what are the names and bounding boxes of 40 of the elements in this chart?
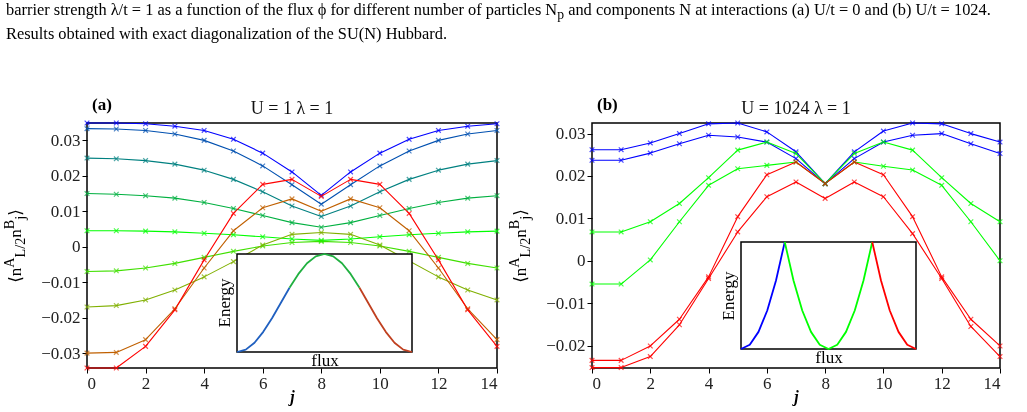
x-tick-label: 4 bbox=[704, 373, 714, 393]
y-tick-label: 0.03 bbox=[50, 130, 81, 150]
y-tick-label: −0.02 bbox=[41, 308, 81, 328]
y-tick-label: 0 bbox=[72, 237, 81, 257]
x-tick-label: 14 bbox=[983, 373, 1001, 393]
y-tick-label: 0.02 bbox=[50, 166, 81, 186]
x-tick-label: 8 bbox=[821, 373, 830, 393]
x-tick-label: 12 bbox=[933, 373, 951, 393]
x-tick-label: 12 bbox=[430, 373, 448, 393]
x-axis-title: flux bbox=[815, 347, 844, 367]
x-tick-label: 10 bbox=[875, 373, 893, 393]
x-tick-label: 0 bbox=[592, 373, 601, 393]
y-tick-label: 0 bbox=[577, 251, 586, 271]
x-tick-label: 8 bbox=[317, 373, 327, 393]
y-axis-title: Energy bbox=[719, 271, 739, 320]
chart-title: U = 1 λ = 1 bbox=[250, 98, 334, 119]
x-axis-title: j bbox=[791, 387, 800, 406]
y-tick-label: 0.03 bbox=[555, 124, 586, 144]
y-tick-label: 0.01 bbox=[555, 208, 586, 228]
x-axis-title: j bbox=[287, 387, 296, 406]
y-tick-label: −0.03 bbox=[41, 343, 81, 363]
x-tick-label: 2 bbox=[646, 373, 656, 393]
chart-title: U = 1024 λ = 1 bbox=[741, 98, 851, 119]
x-tick-label: 10 bbox=[371, 373, 389, 393]
x-tick-label: 0 bbox=[87, 373, 96, 393]
text: barrier strength λ/t = 1 as a function of the flux ϕ for different number of particles N$_{p}$ and components N at interactions (a) U/t = 0 and (b) U/t = 1024. Results obtained with exact diagonalization of the SU(N) Hubbard. bbox=[6, 0, 991, 44]
x-tick-label: 4 bbox=[200, 373, 210, 393]
x-tick-label: 14 bbox=[480, 373, 498, 393]
text: (a) bbox=[92, 95, 112, 115]
text: (b) bbox=[597, 95, 618, 115]
y-axis-title: Energy bbox=[215, 278, 235, 328]
y-tick-label: −0.01 bbox=[546, 293, 586, 313]
y-tick-label: −0.02 bbox=[546, 336, 586, 356]
y-tick-label: 0.01 bbox=[50, 201, 81, 221]
x-axis-title: flux bbox=[311, 350, 340, 370]
x-tick-label: 6 bbox=[258, 373, 268, 393]
x-tick-label: 6 bbox=[763, 373, 772, 393]
x-tick-label: 2 bbox=[141, 373, 151, 393]
y-tick-label: 0.02 bbox=[555, 166, 586, 186]
y-tick-label: −0.01 bbox=[41, 272, 81, 292]
